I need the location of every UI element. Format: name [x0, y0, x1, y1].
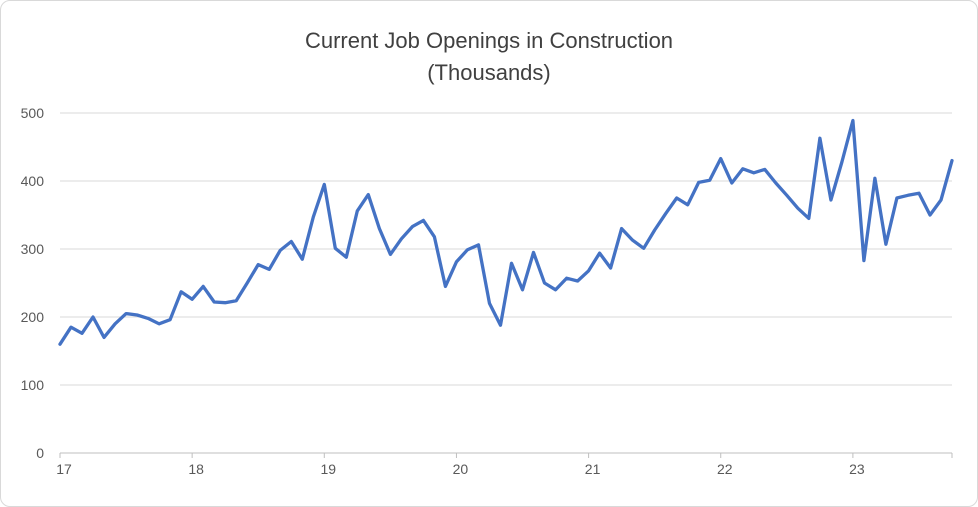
x-axis-tick-label: 21 [585, 461, 601, 477]
x-axis-tick-label: 22 [717, 461, 733, 477]
y-axis-tick-label: 200 [21, 309, 45, 325]
chart-title-line1: Current Job Openings in Construction [305, 28, 673, 53]
y-axis-tick-label: 100 [21, 377, 45, 393]
y-axis-tick-label: 500 [21, 105, 45, 121]
x-axis-tick-label: 19 [321, 461, 337, 477]
y-axis-tick-label: 400 [21, 173, 45, 189]
y-axis-tick-label: 300 [21, 241, 45, 257]
x-axis-tick-label: 18 [188, 461, 204, 477]
chart-title-line2: (Thousands) [427, 60, 551, 85]
x-axis-tick-label: 20 [453, 461, 469, 477]
y-axis-tick-label: 0 [36, 445, 44, 461]
x-axis-tick-label: 23 [849, 461, 865, 477]
x-axis-tick-label: 17 [56, 461, 72, 477]
data-series-line [58, 118, 954, 346]
plot-area: 0 100 200 300 400 500 17 18 19 20 21 22 23 [21, 105, 954, 477]
